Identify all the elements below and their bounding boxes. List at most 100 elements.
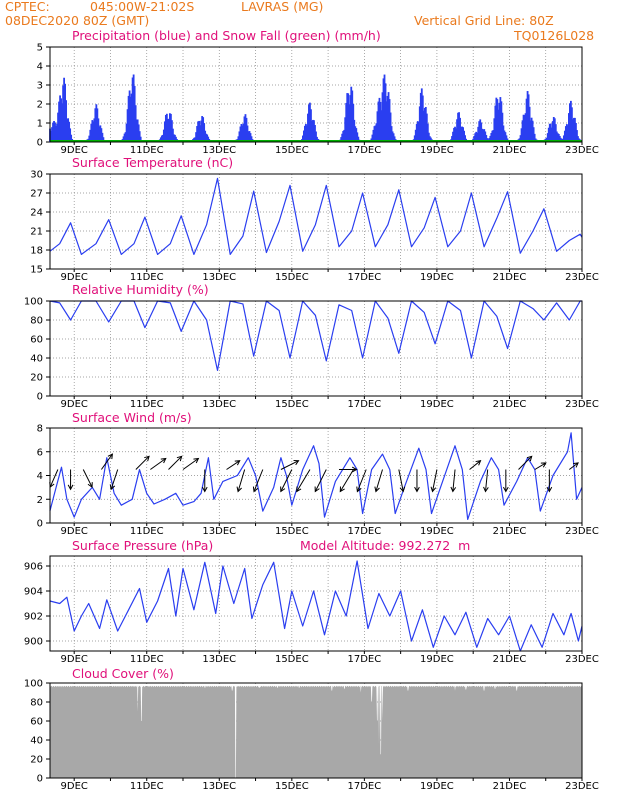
cloud-ytick-label: 20 [30, 755, 43, 766]
rh-xtick-label: 15DEC [275, 399, 309, 410]
wind-arrow-shaft [356, 469, 367, 492]
rh-xtick-label: 21DEC [493, 399, 527, 410]
pres-ytick-label: 906 [24, 562, 43, 573]
rh-ytick-label: 40 [30, 354, 43, 365]
wind-arrow-head [356, 486, 362, 493]
precip-ytick-label: 2 [37, 100, 43, 111]
wind-ytick-label: 4 [37, 471, 43, 482]
wind-arrow-shaft [432, 469, 438, 492]
temp-xtick-label: 19DEC [420, 272, 454, 283]
cloud-xtick-label: 19DEC [420, 781, 454, 792]
wind-arrow-shaft [135, 455, 150, 470]
wind-arrow-shaft [253, 469, 264, 492]
wind-arrow-shaft [280, 469, 293, 492]
wind-xtick-label: 9DEC [61, 526, 88, 537]
wind-arrow-shaft [280, 460, 299, 470]
cloud-xtick-label: 11DEC [130, 781, 164, 792]
pres-xtick-label: 9DEC [61, 654, 88, 665]
rh-xtick-label: 17DEC [348, 399, 382, 410]
rh-series-line [49, 300, 582, 371]
precip-title: Precipitation (blue) and Snow Fall (gree… [72, 28, 381, 43]
pres-xtick-label: 15DEC [275, 654, 309, 665]
pres-annotation: Model Altitude: 992.272 m [300, 538, 471, 553]
pres-ytick-label: 902 [24, 612, 43, 623]
wind-arrow-head [450, 486, 457, 493]
wind-arrow-shaft [49, 469, 59, 488]
wind-arrow-head [430, 486, 437, 493]
cloud-ytick-label: 80 [30, 698, 43, 709]
rh-title: Relative Humidity (%) [72, 282, 209, 297]
rh-xtick-label: 9DEC [61, 399, 88, 410]
wind-xtick-label: 23DEC [565, 526, 599, 537]
wind-arrow-shaft [168, 455, 183, 470]
cloud-ytick-label: 100 [24, 679, 43, 690]
wind-arrow-head [201, 486, 208, 493]
header-location: LAVRAS (MG) [241, 0, 324, 14]
wind-series-line [49, 432, 583, 520]
wind-xtick-label: 15DEC [275, 526, 309, 537]
wind-arrow-head [280, 486, 286, 493]
wind-arrow-shaft [534, 462, 547, 470]
rh-ytick-label: 20 [30, 373, 43, 384]
temp-xtick-label: 23DEC [565, 272, 599, 283]
wind-arrow-shaft [339, 469, 354, 492]
header-coords: 045:00W-21:02S [90, 0, 195, 14]
header-init-time: 08DEC2020 80Z (GMT) [5, 13, 150, 28]
wind-arrow-head [573, 462, 579, 468]
wind-arrow-head [176, 455, 183, 462]
temp-ytick-label: 18 [30, 246, 43, 257]
header-grid-note: Vertical Grid Line: 80Z [414, 13, 554, 28]
wind-arrow-head [109, 484, 116, 491]
wind-xtick-label: 19DEC [420, 526, 454, 537]
temp-series-line [49, 177, 583, 255]
wind-arrow-head [234, 460, 241, 466]
wind-arrow-shaft [226, 460, 241, 470]
temp-title: Surface Temperature (nC) [72, 155, 234, 170]
wind-arrow-head [160, 457, 167, 464]
wind-frame [49, 427, 583, 524]
wind-ytick-label: 0 [37, 519, 43, 530]
wind-arrow-shaft [398, 469, 404, 492]
wind-arrow-shaft [110, 469, 119, 490]
wind-xtick-label: 11DEC [130, 526, 164, 537]
pres-xtick-label: 23DEC [565, 654, 599, 665]
pres-title: Surface Pressure (hPa) [72, 538, 214, 553]
wind-arrow-shaft [569, 462, 579, 470]
cloud-frame [49, 682, 583, 779]
precip-ytick-label: 4 [37, 62, 43, 73]
wind-arrow-head [399, 486, 406, 493]
precip-xtick-label: 21DEC [493, 145, 527, 156]
pres-xtick-label: 19DEC [420, 654, 454, 665]
wind-arrow-shaft [296, 469, 311, 492]
precip-frame [49, 46, 583, 143]
cloud-ytick-label: 60 [30, 717, 43, 728]
pres-frame [49, 555, 583, 652]
temp-xtick-label: 11DEC [130, 272, 164, 283]
temp-ytick-label: 15 [30, 265, 43, 276]
wind-arrow-head [67, 484, 74, 491]
temp-xtick-label: 17DEC [348, 272, 382, 283]
cloud-ytick-label: 40 [30, 736, 43, 747]
precip-xtick-label: 23DEC [565, 145, 599, 156]
wind-ytick-label: 2 [37, 495, 43, 506]
wind-arrow-shaft [518, 455, 533, 470]
cloud-xtick-label: 9DEC [61, 781, 88, 792]
pres-xtick-label: 11DEC [130, 654, 164, 665]
wind-arrow-head [374, 486, 380, 493]
rh-frame [49, 300, 583, 397]
temp-xtick-label: 9DEC [61, 272, 88, 283]
rh-xtick-label: 11DEC [130, 399, 164, 410]
wind-arrow-shaft [452, 469, 456, 492]
wind-arrow-head [87, 482, 93, 489]
cloud-title: Cloud Cover (%) [72, 666, 174, 681]
temp-xtick-label: 13DEC [202, 272, 236, 283]
wind-arrow-head [252, 486, 259, 493]
wind-arrow-shaft [100, 453, 113, 470]
cloud-xtick-label: 15DEC [275, 781, 309, 792]
wind-arrow-shaft [314, 469, 327, 492]
wind-arrow-shaft [237, 469, 246, 492]
precip-ytick-label: 5 [37, 43, 43, 54]
precip-xtick-label: 17DEC [348, 145, 382, 156]
wind-arrow-head [339, 486, 345, 493]
